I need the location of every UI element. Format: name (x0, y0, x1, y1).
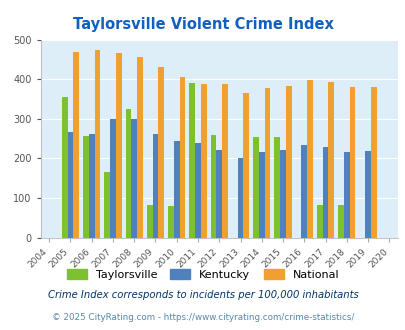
Bar (285, 86, 291, 238)
Bar (237, 158, 243, 238)
Bar (137, 57, 143, 238)
Bar (125, 109, 131, 238)
Bar (243, 93, 249, 238)
Bar (179, 77, 185, 238)
Bar (328, 82, 333, 238)
Text: © 2025 CityRating.com - https://www.cityrating.com/crime-statistics/: © 2025 CityRating.com - https://www.city… (51, 313, 354, 322)
Bar (110, 119, 115, 238)
Bar (337, 205, 343, 238)
Bar (131, 119, 137, 238)
Bar (189, 83, 195, 238)
Bar (264, 88, 270, 238)
Bar (195, 143, 200, 238)
Bar (322, 147, 328, 238)
Bar (67, 132, 73, 238)
Bar (274, 137, 279, 238)
Bar (158, 67, 164, 238)
Bar (253, 137, 258, 238)
Text: Crime Index corresponds to incidents per 100,000 inhabitants: Crime Index corresponds to incidents per… (47, 290, 358, 300)
Bar (210, 135, 216, 238)
Bar (349, 87, 354, 238)
Bar (370, 87, 376, 238)
Bar (222, 84, 227, 238)
Bar (147, 205, 152, 238)
Bar (301, 145, 307, 238)
Bar (168, 206, 173, 238)
Text: Taylorsville Violent Crime Index: Taylorsville Violent Crime Index (72, 17, 333, 32)
Bar (62, 97, 67, 238)
Bar (89, 134, 94, 238)
Bar (364, 151, 370, 238)
Bar (307, 80, 312, 238)
Bar (343, 152, 349, 238)
Bar (279, 150, 285, 238)
Bar (258, 152, 264, 238)
Bar (200, 84, 206, 238)
Bar (94, 50, 100, 238)
Bar (216, 150, 222, 238)
Bar (73, 52, 79, 238)
Bar (152, 134, 158, 238)
Bar (104, 172, 110, 238)
Bar (173, 141, 179, 238)
Legend: Taylorsville, Kentucky, National: Taylorsville, Kentucky, National (62, 265, 343, 284)
Bar (316, 205, 322, 238)
Bar (83, 136, 89, 238)
Bar (115, 53, 121, 238)
